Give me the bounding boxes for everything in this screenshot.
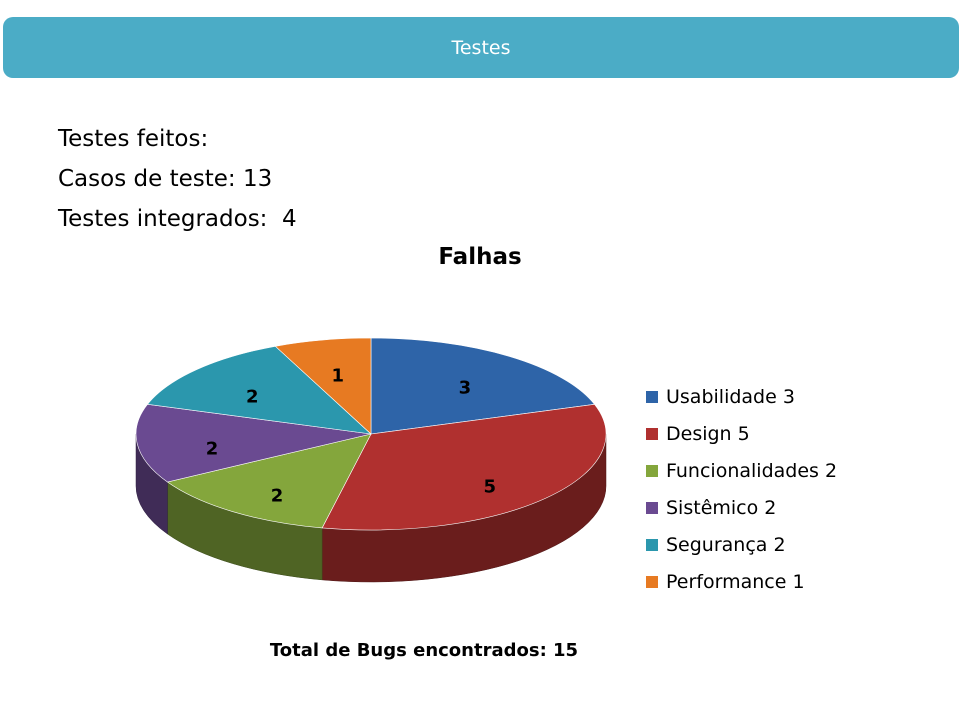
data-label-sistemico: 2: [205, 438, 219, 460]
stat-test-cases: Casos de teste: 13: [58, 166, 273, 192]
legend-label: Sistêmico 2: [666, 496, 777, 519]
stats-block: Testes feitos: Casos de teste: 13 Testes…: [58, 122, 297, 242]
pie-slice-usabilidade: [370, 337, 596, 435]
data-label-performance: 1: [331, 365, 345, 387]
legend-item: Funcionalidades 2: [646, 452, 837, 489]
legend-item: Segurança 2: [646, 526, 837, 563]
stat-integrated-tests: Testes integrados: 4: [58, 206, 297, 232]
pie-slice-funcionalidades: [166, 433, 372, 529]
legend-swatch: [646, 501, 658, 514]
chart-legend: Usabilidade 3 Design 5 Funcionalidades 2 Si…: [646, 378, 837, 600]
pie-slice-performance: [274, 337, 372, 435]
title-bar: Testes: [3, 17, 959, 78]
data-label-design: 5: [483, 476, 497, 498]
total-bugs: Total de Bugs encontrados: 15: [269, 640, 579, 661]
legend-swatch: [646, 390, 658, 403]
legend-label: Segurança 2: [666, 533, 786, 556]
legend-swatch: [646, 427, 658, 440]
legend-label: Performance 1: [666, 570, 805, 593]
legend-item: Usabilidade 3: [646, 378, 837, 415]
pie-slice-design: [321, 404, 607, 531]
stat-tests-done: Testes feitos:: [58, 126, 209, 152]
data-label-funcionalidades: 2: [270, 485, 284, 507]
data-label-usabilidade: 3: [458, 377, 472, 399]
pie-slice-sistemico: [135, 404, 372, 483]
legend-item: Design 5: [646, 415, 837, 452]
legend-item: Performance 1: [646, 563, 837, 600]
legend-label: Usabilidade 3: [666, 385, 795, 408]
page-title: Testes: [451, 36, 511, 59]
legend-swatch: [646, 464, 658, 477]
pie-slice-seguranca: [146, 345, 372, 435]
legend-swatch: [646, 575, 658, 588]
legend-item: Sistêmico 2: [646, 489, 837, 526]
data-label-seguranca: 2: [245, 386, 259, 408]
chart-title: Falhas: [438, 244, 522, 270]
legend-label: Funcionalidades 2: [666, 459, 838, 482]
legend-label: Design 5: [666, 422, 750, 445]
legend-swatch: [646, 538, 658, 551]
